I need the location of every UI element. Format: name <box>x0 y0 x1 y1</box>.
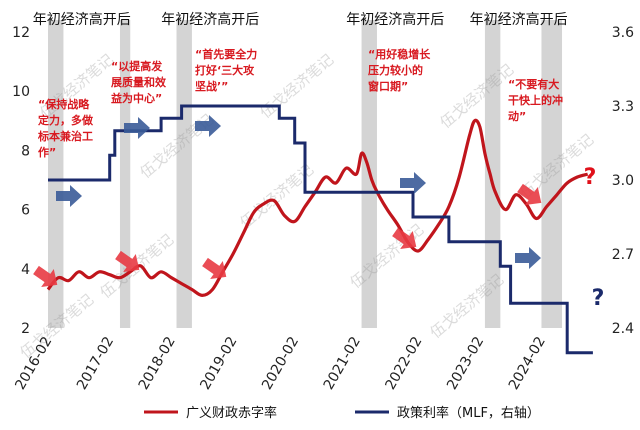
right-tick-label: 3.6 <box>612 25 634 41</box>
left-tick-label: 10 <box>12 84 30 100</box>
red-arrow-icon <box>202 257 227 280</box>
annotation-text: 动” <box>508 109 526 123</box>
annotation-text: “首先要全力 <box>195 47 257 61</box>
right-tick-label: 2.4 <box>612 321 634 337</box>
left-tick-label: 4 <box>21 262 30 278</box>
annotation-text: 定力，多做 <box>38 113 94 127</box>
right-axis: 2.4 2.7 3.0 3.3 3.6 <box>612 25 634 337</box>
x-tick-label: 2024-02 <box>506 334 549 393</box>
x-tick-label: 2019-02 <box>197 334 240 393</box>
x-tick-label: 2023-02 <box>444 334 487 393</box>
legend-label: 广义财政赤字率 <box>186 405 277 421</box>
blue-arrow-icon <box>124 117 150 139</box>
red-arrow-icon <box>33 265 58 288</box>
period-band <box>119 20 131 328</box>
question-mark-deficit: ? <box>584 165 597 190</box>
blue-arrow-icon <box>515 247 541 269</box>
annotation-text: 打好‘三大攻 <box>195 63 255 77</box>
arrows <box>33 115 542 288</box>
blue-arrow-icon <box>56 185 82 207</box>
period-band <box>484 20 501 328</box>
series-line-deficit <box>46 118 589 297</box>
x-tick-label: 2020-02 <box>259 334 302 393</box>
red-arrow-icon-shape <box>115 250 140 273</box>
annotation-text: “用好稳增长 <box>368 47 431 61</box>
annotation-text: 作” <box>38 145 56 159</box>
left-tick-label: 6 <box>21 203 30 219</box>
red-arrow-icon <box>115 250 140 273</box>
left-tick-label: 2 <box>21 321 30 337</box>
left-axis: 2 4 6 8 10 12 <box>12 25 30 337</box>
blue-arrow-icon-shape <box>400 172 426 194</box>
watermark: 伍戈经济笔记 <box>347 220 428 292</box>
right-tick-label: 3.3 <box>612 99 634 115</box>
period-band <box>541 20 563 328</box>
blue-arrow-icon-shape <box>124 117 150 139</box>
legend: 广义财政赤字率 政策利率（MLF，右轴） <box>144 405 540 421</box>
period-label: 年初经济高开后 <box>33 11 131 28</box>
left-tick-label: 8 <box>21 143 30 159</box>
annotation-text: “保持战略 <box>38 97 90 111</box>
period-label: 年初经济高开后 <box>161 11 259 28</box>
blue-arrow-icon-shape <box>56 185 82 207</box>
red-arrow-icon-shape <box>517 183 542 206</box>
question-marks: ?? <box>584 165 605 311</box>
annotation-text: 压力较小的 <box>368 63 423 77</box>
blue-arrow-icon <box>400 172 426 194</box>
red-arrow-icon-shape <box>202 257 227 280</box>
blue-arrow-icon-shape <box>195 115 221 137</box>
period-bands <box>48 20 563 328</box>
annotation-text: “不要有大 <box>508 77 559 91</box>
blue-arrow-icon <box>195 115 221 137</box>
red-arrow-icon <box>517 183 542 206</box>
red-arrow-icon-shape <box>392 227 417 250</box>
x-tick-label: 2018-02 <box>136 334 179 393</box>
left-tick-label: 12 <box>12 25 30 41</box>
right-tick-label: 2.7 <box>612 247 634 263</box>
period-label: 年初经济高开后 <box>470 11 568 28</box>
series-line-policy-rate <box>48 104 593 355</box>
red-arrow-icon-shape <box>33 265 58 288</box>
x-axis: 2016-02 2017-02 2018-02 2019-02 2020-02 2021-… <box>12 334 549 393</box>
right-tick-label: 3.0 <box>612 173 634 189</box>
annotation-text: 益为中心” <box>111 91 162 105</box>
watermark: 伍戈经济笔记 <box>257 50 338 122</box>
question-mark-policy-rate: ? <box>592 286 605 311</box>
annotation-text: 展质量和效 <box>110 75 167 89</box>
annotation-text: “以提高发 <box>111 59 163 73</box>
legend-label: 政策利率（MLF，右轴） <box>397 405 540 421</box>
x-tick-label: 2021-02 <box>321 334 364 393</box>
annotation-text: 标本兼治工 <box>37 129 93 143</box>
series-lines <box>46 104 593 355</box>
blue-arrow-icon-shape <box>515 247 541 269</box>
red-arrow-icon <box>392 227 417 250</box>
x-tick-label: 2022-02 <box>382 334 425 393</box>
period-label: 年初经济高开后 <box>346 11 444 28</box>
period-band <box>176 20 192 328</box>
x-tick-label: 2017-02 <box>74 334 117 393</box>
period-labels: 年初经济高开后 年初经济高开后 年初经济高开后 年初经济高开后 <box>33 11 568 28</box>
annotation-text: 坚战’” <box>195 79 228 93</box>
annotation-text: 干快上的冲 <box>508 93 563 107</box>
period-band <box>48 20 64 328</box>
annotation-text: 窗口期” <box>368 79 408 93</box>
